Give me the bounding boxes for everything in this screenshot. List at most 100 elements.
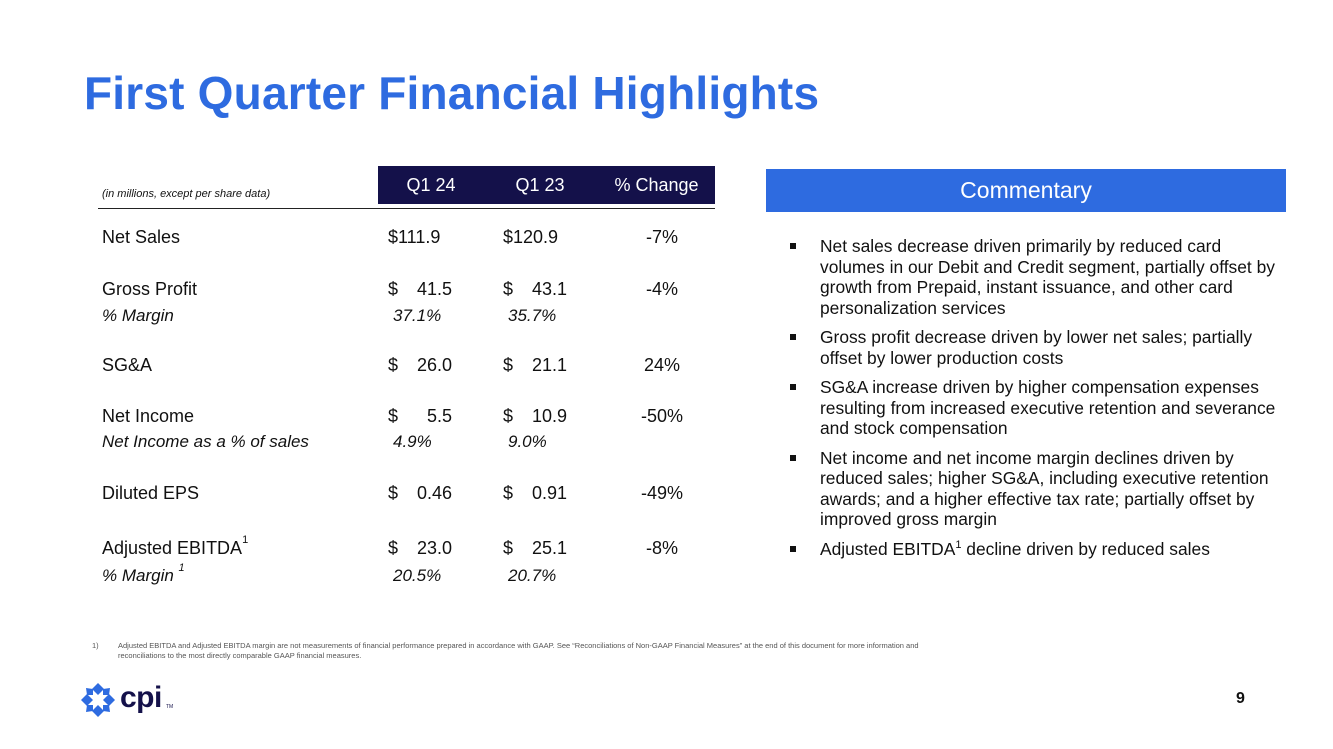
label-text: Adjusted EBITDA xyxy=(102,538,243,558)
q1-23-value: $0.91 xyxy=(503,483,567,504)
footnote-marker: 1 xyxy=(955,538,962,551)
table-row-sga: SG&A $26.0 $21.1 24% xyxy=(98,355,715,379)
currency-symbol: $ xyxy=(503,538,514,558)
header-rule xyxy=(98,208,715,209)
q1-24-value: $26.0 xyxy=(388,355,452,376)
currency-symbol: $ xyxy=(503,483,514,503)
list-item: Gross profit decrease driven by lower ne… xyxy=(790,327,1280,368)
list-item: Net sales decrease driven primarily by r… xyxy=(790,236,1280,318)
commentary-heading: Commentary xyxy=(766,169,1286,212)
column-header-q1-24: Q1 24 xyxy=(406,175,456,195)
currency-symbol: $ xyxy=(388,538,399,558)
row-label: Gross Profit xyxy=(102,279,198,299)
list-item-text: Gross profit decrease driven by lower ne… xyxy=(820,327,1253,368)
amount: 23.0 xyxy=(416,538,452,558)
list-item-text: Net sales decrease driven primarily by r… xyxy=(820,236,1275,318)
page-title: First Quarter Financial Highlights xyxy=(84,67,820,119)
change-value: -4% xyxy=(645,279,678,299)
currency-symbol: $ xyxy=(503,355,514,375)
currency-symbol: $ xyxy=(388,483,399,503)
row-label: Net Income as a % of sales xyxy=(102,432,309,451)
change-value: -50% xyxy=(640,406,684,426)
table-row-adjusted-margin: % Margin 1 20.5% 20.7% xyxy=(98,562,715,590)
footnote-number: 1) xyxy=(92,641,99,650)
column-header-q1-23: Q1 23 xyxy=(515,175,565,195)
amount: 43.1 xyxy=(531,279,567,299)
table-row-net-sales: Net Sales $111.9 $120.9 -7% xyxy=(98,227,715,251)
change-value: -8% xyxy=(645,538,678,558)
q1-23-value: 20.7% xyxy=(508,566,557,585)
amount: 10.9 xyxy=(531,406,567,426)
commentary-list: Net sales decrease driven primarily by r… xyxy=(790,236,1280,568)
footnote-marker: 1 xyxy=(242,534,249,546)
table-header-bar xyxy=(378,166,715,204)
amount: 0.91 xyxy=(531,483,567,503)
q1-24-value: $111.9 xyxy=(388,227,441,247)
cpi-logo-icon xyxy=(81,683,115,717)
table-row-gross-margin: % Margin 37.1% 35.7% xyxy=(98,306,715,330)
currency-symbol: $ xyxy=(388,406,399,426)
label-text: % Margin xyxy=(102,566,174,585)
list-item: SG&A increase driven by higher compensat… xyxy=(790,377,1280,439)
q1-23-value: $25.1 xyxy=(503,538,567,559)
currency-symbol: $ xyxy=(503,279,514,299)
column-header-change: % Change xyxy=(614,175,699,195)
row-label: Net Income xyxy=(102,406,195,426)
amount: 5.5 xyxy=(426,406,452,426)
q1-24-value: 4.9% xyxy=(393,432,432,451)
row-label: Adjusted EBITDA1 xyxy=(102,534,248,559)
amount: 0.46 xyxy=(416,483,452,503)
row-label: Diluted EPS xyxy=(102,483,200,503)
bullet-icon xyxy=(790,243,796,249)
q1-23-value: $43.1 xyxy=(503,279,567,300)
row-label: % Margin 1 xyxy=(102,562,185,586)
table-row-net-income-pct: Net Income as a % of sales 4.9% 9.0% xyxy=(98,432,715,456)
q1-24-value: $5.5 xyxy=(388,406,452,427)
cpi-logo: cpi TM xyxy=(80,680,180,720)
bullet-icon xyxy=(790,454,796,461)
amount: 26.0 xyxy=(416,355,452,375)
list-item-text: Adjusted EBITDA1 decline driven by reduc… xyxy=(820,539,1210,559)
change-value: 24% xyxy=(643,355,681,375)
amount: 21.1 xyxy=(531,355,567,375)
list-item: Adjusted EBITDA1 decline driven by reduc… xyxy=(790,539,1280,560)
bullet-icon xyxy=(790,545,796,552)
q1-24-value: $23.0 xyxy=(388,538,452,559)
trademark-mark: TM xyxy=(166,704,174,710)
table-row-gross-profit: Gross Profit $41.5 $43.1 -4% xyxy=(98,279,715,303)
list-item-text: Net income and net income margin decline… xyxy=(820,447,1269,530)
bullet-icon xyxy=(790,334,796,340)
table-units-note: (in millions, except per share data) xyxy=(102,188,271,200)
change-value: -7% xyxy=(645,227,678,247)
table-row-diluted-eps: Diluted EPS $0.46 $0.91 -49% xyxy=(98,483,715,507)
q1-23-value: 9.0% xyxy=(508,432,547,451)
logo-wordmark: cpi xyxy=(120,681,162,714)
row-label: SG&A xyxy=(102,355,153,375)
page-number: 9 xyxy=(1236,690,1245,707)
text-part: Adjusted EBITDA xyxy=(820,538,956,559)
q1-23-value: $21.1 xyxy=(503,355,567,376)
currency-symbol: $ xyxy=(503,406,514,426)
q1-24-value: $41.5 xyxy=(388,279,452,300)
list-item-text: SG&A increase driven by higher compensat… xyxy=(820,377,1276,438)
row-label: Net Sales xyxy=(102,227,181,247)
footnote-marker: 1 xyxy=(178,562,185,574)
bullet-icon xyxy=(790,384,796,390)
q1-24-value: 37.1% xyxy=(393,306,442,325)
amount: 25.1 xyxy=(531,538,567,558)
q1-24-value: 20.5% xyxy=(393,566,442,585)
change-value: -49% xyxy=(640,483,684,503)
table-row-adjusted-ebitda: Adjusted EBITDA1 $23.0 $25.1 -8% xyxy=(98,534,715,562)
text-part: decline driven by reduced sales xyxy=(961,538,1210,559)
amount: 41.5 xyxy=(416,279,452,299)
table-row-net-income: Net Income $5.5 $10.9 -50% xyxy=(98,406,715,430)
financial-table: (in millions, except per share data) Q1 … xyxy=(98,166,715,596)
currency-symbol: $ xyxy=(388,355,399,375)
row-label: % Margin xyxy=(102,306,174,325)
q1-24-value: $0.46 xyxy=(388,483,452,504)
currency-symbol: $ xyxy=(388,279,399,299)
footnote-text: Adjusted EBITDA and Adjusted EBITDA marg… xyxy=(118,641,919,660)
list-item: Net income and net income margin decline… xyxy=(790,448,1280,530)
q1-23-value: $120.9 xyxy=(503,227,559,247)
q1-23-value: $10.9 xyxy=(503,406,567,427)
